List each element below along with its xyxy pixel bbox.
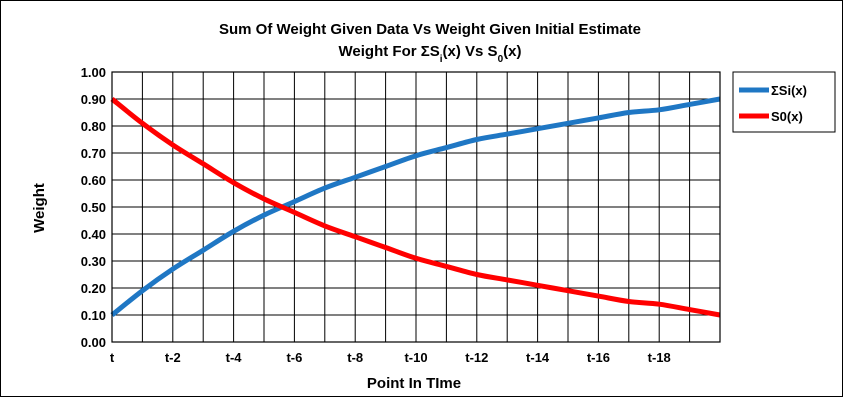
x-axis-label: Point In TIme [367,375,461,392]
chart-title-line1: Sum Of Weight Given Data Vs Weight Given… [219,21,641,38]
x-tick-label: t [110,350,115,365]
y-tick-label: 0.50 [81,200,106,215]
title-part: (x) Vs S [443,43,498,60]
y-tick-label: 0.80 [81,119,106,134]
y-tick-label: 0.90 [81,92,106,107]
x-tick-label: t-14 [526,350,550,365]
x-tick-label: t-4 [226,350,243,365]
title-part: 0 [498,54,504,65]
legend-label: S0(x) [771,109,803,124]
title-part: (x) [503,43,521,60]
legend: ΣSi(x) S0(x) [732,71,836,133]
y-tick-label: 0.00 [81,335,106,350]
chart-title-line2: Weight For ΣSi(x) Vs S0(x) [339,43,522,65]
y-tick-label: 0.30 [81,254,106,269]
x-tick-label: t-6 [286,350,302,365]
x-tick-label: t-2 [165,350,181,365]
x-tick-label: t-8 [347,350,363,365]
y-tick-label: 0.40 [81,227,106,242]
x-tick-label: t-16 [587,350,610,365]
legend-label: ΣSi(x) [771,83,807,98]
x-tick-label: t-12 [465,350,488,365]
legend-box [732,71,836,133]
y-axis-label: Weight [31,183,48,233]
plot-area: 0.00 0.10 0.20 0.30 0.40 0.50 0.60 0.70 0.80 0.90… [81,65,721,365]
y-tick-label: 0.70 [81,146,106,161]
plot-border [111,71,721,343]
y-tick-label: 0.10 [81,308,106,323]
title-part: i [440,54,443,65]
y-tick-label: 1.00 [81,65,106,80]
y-tick-label: 0.60 [81,173,106,188]
y-tick-label: 0.20 [81,281,106,296]
x-tick-label: t-18 [648,350,671,365]
x-tick-label: t-10 [404,350,427,365]
title-part: Weight For ΣS [339,43,440,60]
